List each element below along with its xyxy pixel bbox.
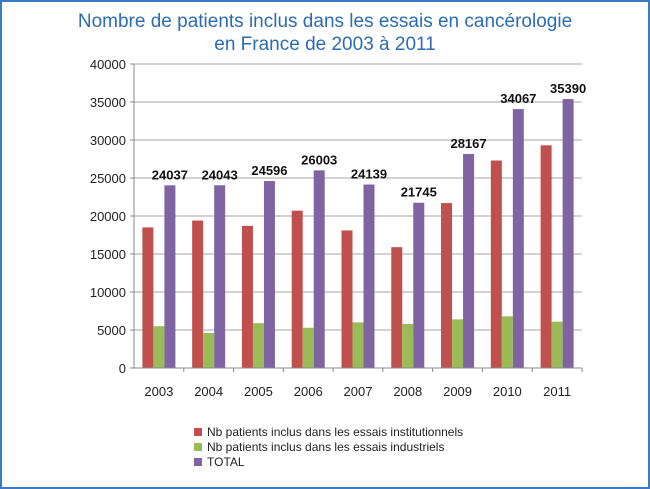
data-label: 24043 (202, 167, 238, 182)
bar-total (562, 99, 574, 368)
bar-total (363, 184, 375, 368)
bar-total (214, 185, 226, 368)
legend-item: TOTAL (194, 454, 463, 469)
data-label: 24037 (152, 167, 188, 182)
legend-label: Nb patients inclus dans les essais indus… (207, 439, 445, 454)
bar-institutionnels (441, 203, 453, 368)
y-tick-label: 30000 (90, 133, 126, 148)
y-tick-label: 0 (119, 361, 126, 376)
legend-swatch (194, 457, 202, 466)
data-label: 35390 (550, 81, 586, 96)
bar-total (512, 109, 524, 369)
data-label: 26003 (301, 152, 337, 167)
y-tick-label: 35000 (90, 95, 126, 110)
legend-swatch (194, 442, 202, 451)
bar-industriels (501, 316, 513, 368)
bar-industriels (153, 326, 165, 368)
x-tick-label: 2006 (294, 384, 323, 399)
bar-institutionnels (192, 220, 204, 368)
bar-industriels (352, 322, 364, 368)
legend-item: Nb patients inclus dans les essais insti… (194, 424, 463, 439)
legend-label: TOTAL (207, 454, 245, 469)
y-tick-label: 25000 (90, 171, 126, 186)
x-tick-label: 2005 (244, 384, 273, 399)
data-label: 34067 (500, 91, 536, 106)
x-tick-label: 2004 (194, 384, 223, 399)
bar-industriels (252, 323, 264, 368)
x-tick-label: 2009 (443, 384, 472, 399)
y-tick-label: 15000 (90, 247, 126, 262)
legend-item: Nb patients inclus dans les essais indus… (194, 439, 463, 454)
bar-industriels (402, 323, 414, 368)
bar-total (164, 185, 176, 368)
legend: Nb patients inclus dans les essais insti… (194, 424, 463, 469)
data-label: 24596 (251, 163, 287, 178)
bar-institutionnels (241, 225, 253, 368)
x-tick-label: 2007 (344, 384, 373, 399)
bar-industriels (302, 327, 314, 368)
y-tick-label: 5000 (97, 323, 126, 338)
bar-institutionnels (391, 247, 403, 368)
bar-institutionnels (291, 210, 303, 368)
legend-swatch (194, 427, 202, 436)
bar-total (413, 202, 425, 368)
x-tick-label: 2003 (144, 384, 173, 399)
bar-institutionnels (341, 230, 353, 368)
bar-institutionnels (540, 145, 552, 368)
legend-label: Nb patients inclus dans les essais insti… (207, 424, 464, 439)
title-line-2: en France de 2003 à 2011 (214, 34, 436, 55)
y-tick-label: 10000 (90, 285, 126, 300)
bar-industriels (551, 321, 563, 368)
bar-institutionnels (142, 227, 154, 368)
x-tick-label: 2011 (543, 384, 571, 399)
title-line-1: Nombre de patients inclus dans les essai… (77, 11, 573, 32)
bar-total (463, 153, 475, 368)
bar-total (313, 170, 325, 368)
x-tick-label: 2008 (393, 384, 422, 399)
bar-industriels (452, 319, 464, 368)
data-label: 28167 (450, 136, 486, 151)
bar-industriels (203, 333, 215, 368)
bar-total (263, 181, 275, 368)
x-tick-label: 2010 (493, 384, 522, 399)
data-label: 24139 (351, 167, 387, 182)
data-label: 21745 (401, 185, 437, 200)
y-tick-label: 20000 (90, 209, 126, 224)
chart-title: Nombre de patients inclus dans les essai… (2, 10, 648, 56)
bar-institutionnels (490, 160, 502, 368)
y-tick-label: 40000 (90, 57, 126, 72)
